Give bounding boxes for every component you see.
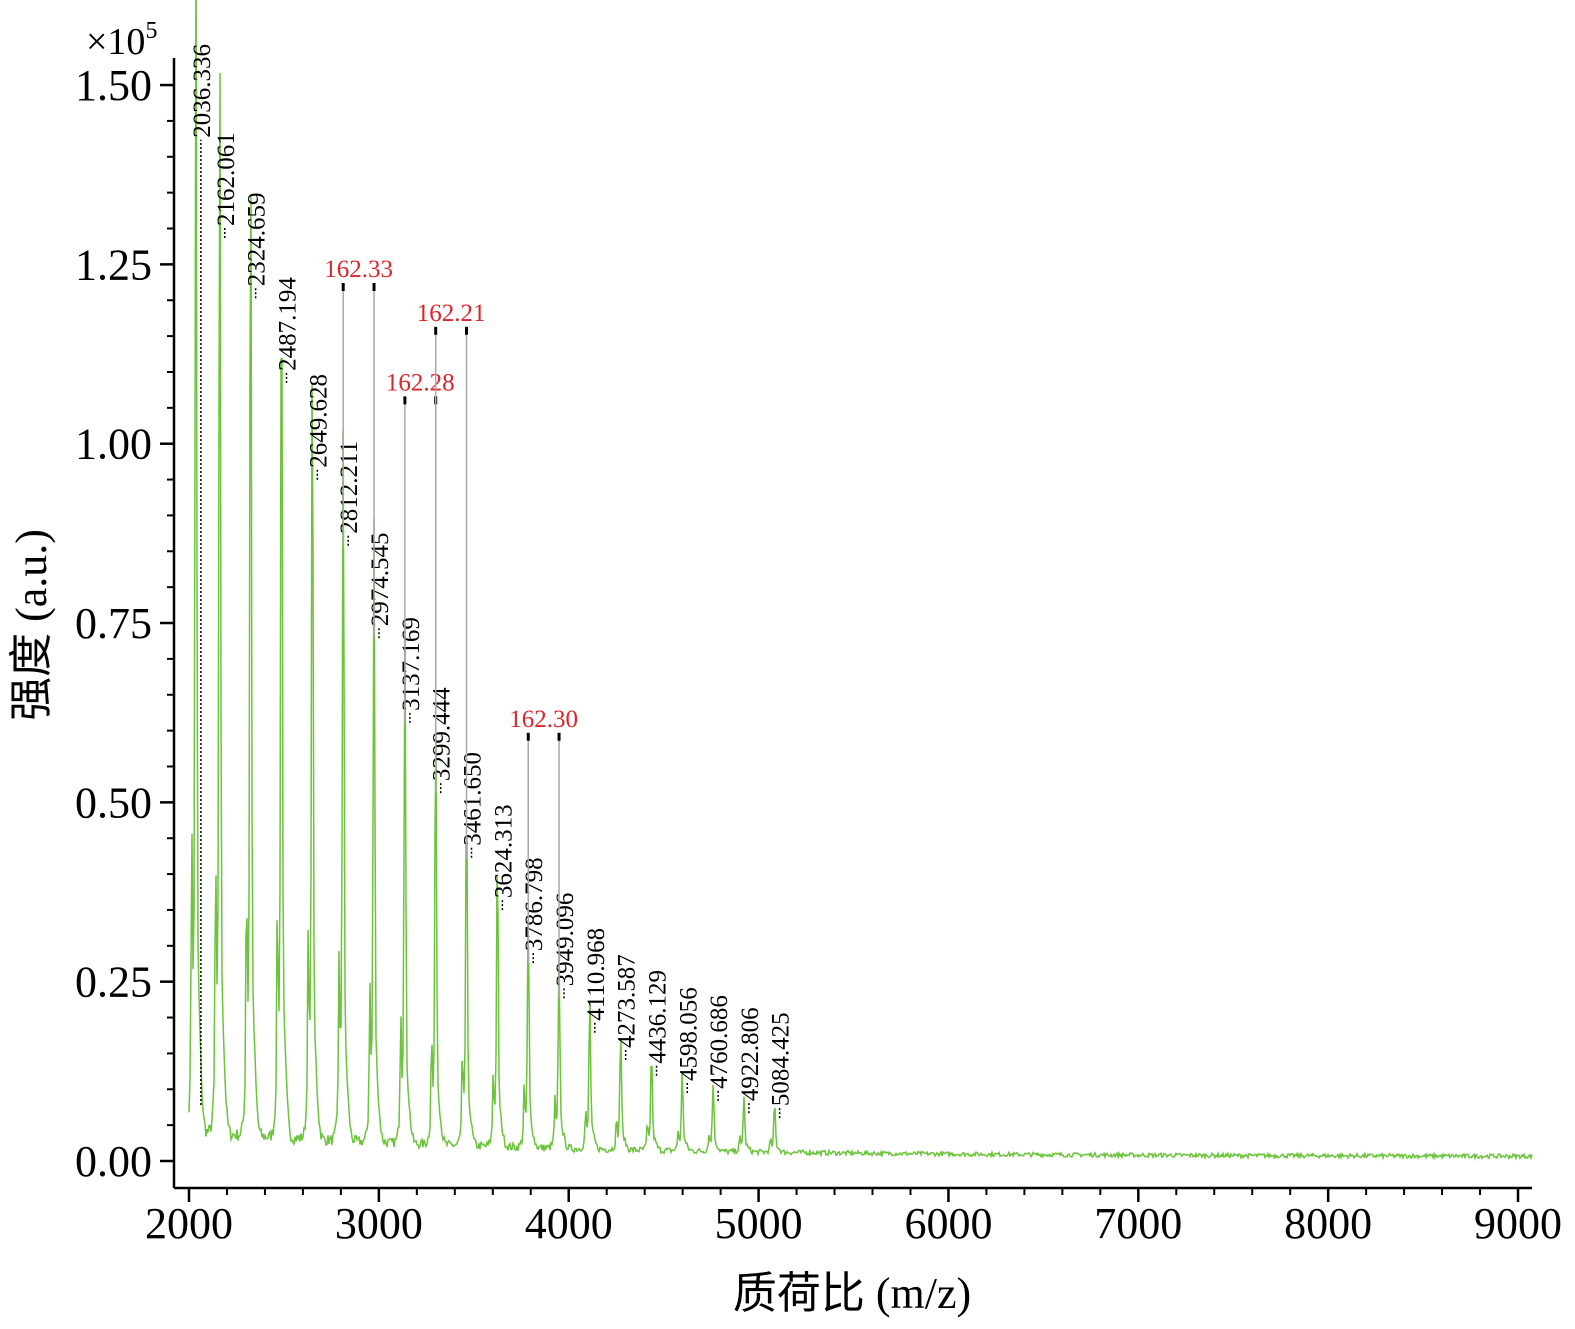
peak-label: 2487.194 bbox=[274, 277, 301, 371]
peak-annotation: 2162.061 bbox=[213, 132, 240, 238]
peak-annotation: 4598.056 bbox=[675, 987, 702, 1094]
y-axis-label: 强度 (a.u.) bbox=[7, 529, 56, 721]
peak-label: 3299.444 bbox=[429, 687, 456, 781]
x-tick-label: 2000 bbox=[145, 1199, 233, 1248]
peak-label: 4598.056 bbox=[675, 987, 702, 1081]
peak-annotation: 2812.211 bbox=[336, 441, 363, 546]
peak-label: 5084.425 bbox=[768, 1012, 795, 1106]
x-tick-label: 4000 bbox=[525, 1199, 613, 1248]
peak-label: 3461.650 bbox=[460, 752, 487, 846]
mass-difference-label: 162.28 bbox=[386, 369, 455, 396]
ticks: 0.00 0.25 0.50 0.75 1.00 1.25 1.50 2000 3000 4000… bbox=[75, 61, 1562, 1248]
mass-difference-label: 162.33 bbox=[324, 256, 393, 283]
plot-marks: 2036.3362162.0612324.6592487.1942649.628… bbox=[188, 0, 1533, 1162]
y-tick-label: 0.50 bbox=[75, 778, 152, 827]
y-tick-label: 0.75 bbox=[75, 599, 152, 648]
peak-annotation: 3949.096 bbox=[552, 893, 579, 999]
peak-label: 3786.798 bbox=[521, 857, 548, 951]
spectrum-line bbox=[188, 0, 1533, 1162]
peak-label: 4922.806 bbox=[737, 1007, 764, 1101]
x-tick-label: 5000 bbox=[715, 1199, 803, 1248]
x-axis-label: 质荷比 (m/z) bbox=[733, 1269, 971, 1318]
peak-annotation: 2324.659 bbox=[244, 192, 271, 299]
x-tick-label: 3000 bbox=[335, 1199, 423, 1248]
mass-difference-annotation: 162.21 bbox=[417, 300, 486, 858]
x-tick-label: 6000 bbox=[904, 1199, 992, 1248]
y-multiplier: ×105 bbox=[86, 18, 157, 63]
mass-difference-label: 162.30 bbox=[509, 706, 578, 733]
y-tick-label: 0.25 bbox=[75, 958, 152, 1007]
peak-label: 2324.659 bbox=[244, 192, 271, 286]
peak-label: 4273.587 bbox=[614, 954, 641, 1048]
x-tick-label: 9000 bbox=[1474, 1199, 1562, 1248]
peak-label: 4436.129 bbox=[645, 970, 672, 1064]
peak-annotation: 5084.425 bbox=[768, 1012, 795, 1119]
peak-annotation: 2487.194 bbox=[274, 277, 301, 383]
mass-difference-annotation: 162.33 bbox=[324, 256, 393, 639]
mass-difference-label: 162.21 bbox=[417, 300, 486, 327]
x-tick-label: 7000 bbox=[1094, 1199, 1182, 1248]
peak-label: 2036.336 bbox=[189, 44, 216, 138]
peak-annotation: 4760.686 bbox=[706, 995, 733, 1101]
peak-label: 2162.061 bbox=[213, 132, 240, 226]
peak-annotation: 3786.798 bbox=[521, 857, 548, 964]
y-tick-label: 1.50 bbox=[75, 61, 152, 110]
peak-annotation: 4436.129 bbox=[645, 970, 672, 1076]
peak-annotation: 2036.336 bbox=[189, 44, 216, 1105]
y-tick-label: 1.00 bbox=[75, 420, 152, 469]
peak-annotation: 3624.313 bbox=[490, 804, 517, 911]
peak-label: 2649.628 bbox=[305, 374, 332, 468]
peak-label: 4760.686 bbox=[706, 995, 733, 1089]
peak-label: 2974.545 bbox=[367, 532, 394, 626]
peak-annotation: 4922.806 bbox=[737, 1007, 764, 1114]
peak-label: 3137.169 bbox=[398, 617, 425, 711]
peak-annotation: 3137.169 bbox=[398, 617, 425, 723]
y-tick-label: 1.25 bbox=[75, 240, 152, 289]
x-tick-label: 8000 bbox=[1284, 1199, 1372, 1248]
peak-label: 4110.968 bbox=[583, 928, 610, 1021]
peak-annotation: 4110.968 bbox=[583, 928, 610, 1033]
peak-annotation: 4273.587 bbox=[614, 954, 641, 1061]
peak-label: 3949.096 bbox=[552, 893, 579, 987]
mass-difference-annotation: 162.30 bbox=[509, 706, 578, 999]
peak-annotation: 2649.628 bbox=[305, 374, 332, 480]
peak-label: 2812.211 bbox=[336, 441, 363, 534]
peak-annotation: 3299.444 bbox=[429, 687, 456, 794]
peak-annotation: 3461.650 bbox=[460, 752, 487, 858]
peak-annotation: 2974.545 bbox=[367, 532, 394, 639]
peak-label: 3624.313 bbox=[490, 804, 517, 898]
y-tick-label: 0.00 bbox=[75, 1137, 152, 1186]
